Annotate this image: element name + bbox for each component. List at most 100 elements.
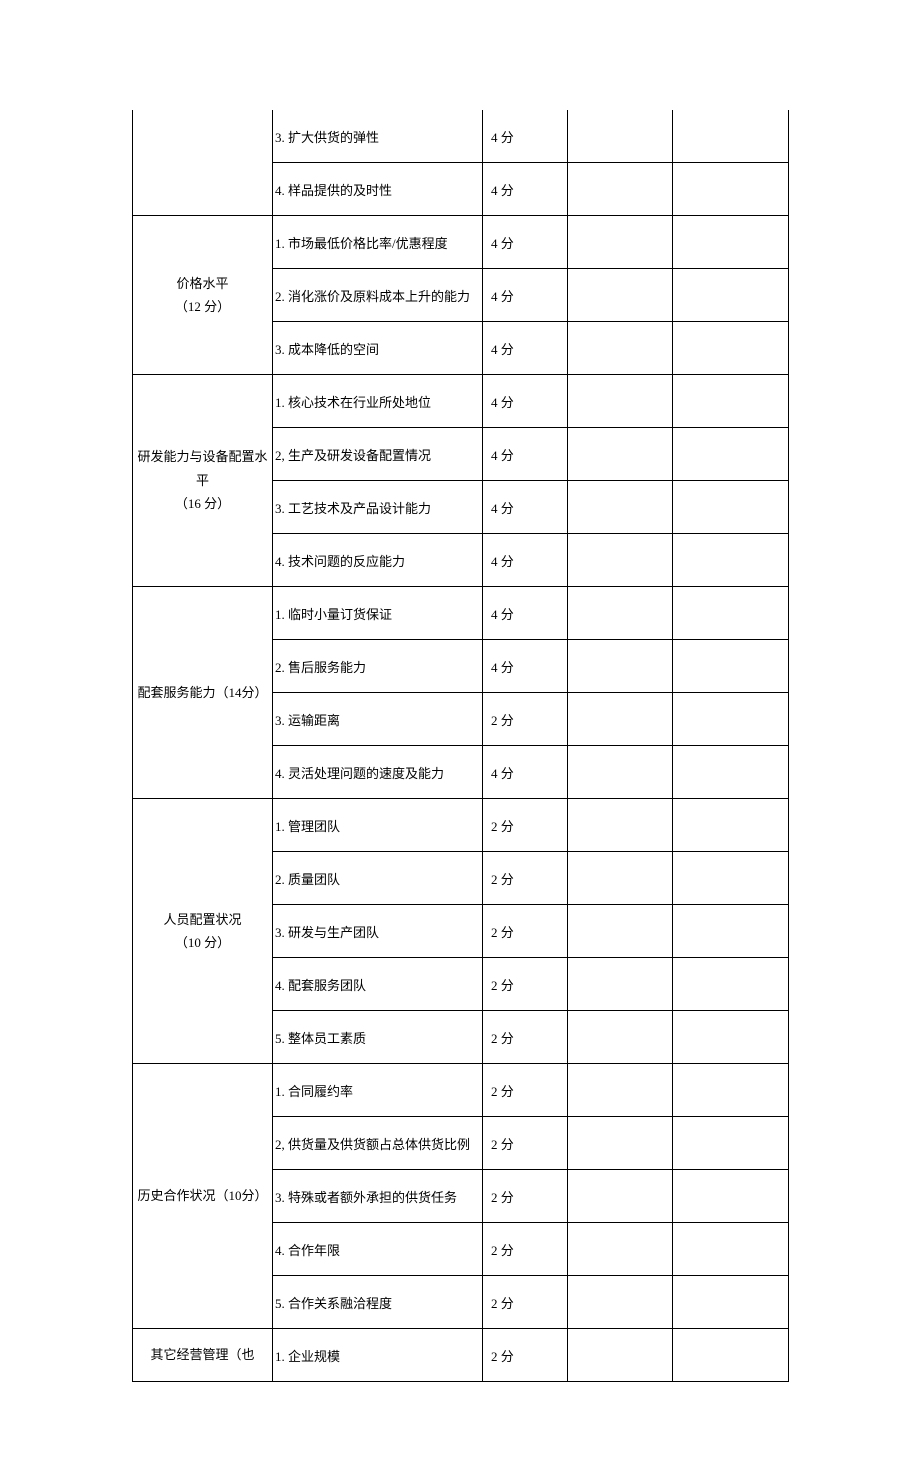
- document-page: 3. 扩大供货的弹性 4 分 4. 样品提供的及时性 4 分 价格水平 （12 …: [0, 0, 920, 1462]
- blank-cell: [673, 799, 789, 852]
- score-text: 2 分: [491, 925, 514, 940]
- item-cell: 1. 管理团队: [273, 799, 483, 852]
- item-text: 1. 核心技术在行业所处地位: [275, 395, 431, 410]
- blank-cell: [673, 1276, 789, 1329]
- blank-cell: [673, 269, 789, 322]
- score-cell: 2 分: [483, 958, 568, 1011]
- score-text: 4 分: [491, 289, 514, 304]
- blank-cell: [568, 640, 673, 693]
- item-cell: 4. 合作年限: [273, 1223, 483, 1276]
- blank-cell: [673, 1011, 789, 1064]
- blank-cell: [568, 375, 673, 428]
- score-cell: 2 分: [483, 1223, 568, 1276]
- table-row: 价格水平 （12 分） 1. 市场最低价格比率/优惠程度 4 分: [133, 216, 789, 269]
- evaluation-table: 3. 扩大供货的弹性 4 分 4. 样品提供的及时性 4 分 价格水平 （12 …: [132, 110, 789, 1382]
- item-cell: 3. 扩大供货的弹性: [273, 110, 483, 163]
- score-cell: 2 分: [483, 1117, 568, 1170]
- blank-cell: [673, 534, 789, 587]
- item-cell: 4. 技术问题的反应能力: [273, 534, 483, 587]
- blank-cell: [568, 746, 673, 799]
- item-text: 1. 企业规模: [275, 1349, 340, 1364]
- score-text: 2 分: [491, 1084, 514, 1099]
- item-text: 1. 合同履约率: [275, 1084, 353, 1099]
- item-cell: 4. 样品提供的及时性: [273, 163, 483, 216]
- score-cell: 2 分: [483, 1064, 568, 1117]
- category-text: 价格水平 （12 分）: [175, 272, 230, 319]
- item-cell: 2. 售后服务能力: [273, 640, 483, 693]
- blank-cell: [673, 163, 789, 216]
- score-cell: 4 分: [483, 428, 568, 481]
- score-text: 2 分: [491, 713, 514, 728]
- score-text: 4 分: [491, 607, 514, 622]
- table-row: 配套服务能力（14分） 1. 临时小量订货保证 4 分: [133, 587, 789, 640]
- blank-cell: [568, 163, 673, 216]
- item-text: 4. 合作年限: [275, 1243, 340, 1258]
- score-cell: 2 分: [483, 905, 568, 958]
- blank-cell: [673, 1064, 789, 1117]
- table-row: 3. 扩大供货的弹性 4 分: [133, 110, 789, 163]
- score-text: 2 分: [491, 1137, 514, 1152]
- item-text: 4. 技术问题的反应能力: [275, 554, 405, 569]
- score-text: 4 分: [491, 448, 514, 463]
- blank-cell: [568, 587, 673, 640]
- blank-cell: [568, 905, 673, 958]
- score-text: 2 分: [491, 1031, 514, 1046]
- item-text: 3. 成本降低的空间: [275, 342, 379, 357]
- blank-cell: [673, 1117, 789, 1170]
- item-text: 3. 运输距离: [275, 713, 340, 728]
- score-text: 4 分: [491, 766, 514, 781]
- score-cell: 2 分: [483, 1011, 568, 1064]
- score-cell: 2 分: [483, 852, 568, 905]
- item-cell: 3. 特殊或者额外承担的供货任务: [273, 1170, 483, 1223]
- item-cell: 2, 供货量及供货额占总体供货比例: [273, 1117, 483, 1170]
- blank-cell: [673, 1170, 789, 1223]
- category-text: 其它经营管理（也: [150, 1347, 254, 1362]
- score-text: 2 分: [491, 1243, 514, 1258]
- blank-cell: [568, 322, 673, 375]
- item-cell: 5. 整体员工素质: [273, 1011, 483, 1064]
- blank-cell: [568, 1117, 673, 1170]
- item-text: 2, 供货量及供货额占总体供货比例: [275, 1137, 470, 1152]
- blank-cell: [568, 1276, 673, 1329]
- blank-cell: [568, 216, 673, 269]
- item-cell: 3. 研发与生产团队: [273, 905, 483, 958]
- item-text: 4. 样品提供的及时性: [275, 183, 392, 198]
- blank-cell: [673, 640, 789, 693]
- blank-cell: [568, 1329, 673, 1382]
- item-cell: 1. 合同履约率: [273, 1064, 483, 1117]
- score-text: 2 分: [491, 1349, 514, 1364]
- item-text: 3. 工艺技术及产品设计能力: [275, 501, 431, 516]
- blank-cell: [673, 375, 789, 428]
- score-cell: 4 分: [483, 269, 568, 322]
- item-cell: 3. 工艺技术及产品设计能力: [273, 481, 483, 534]
- blank-cell: [673, 428, 789, 481]
- score-text: 2 分: [491, 819, 514, 834]
- item-cell: 2. 消化涨价及原料成本上升的能力: [273, 269, 483, 322]
- score-cell: 4 分: [483, 534, 568, 587]
- score-cell: 4 分: [483, 322, 568, 375]
- item-text: 5. 整体员工素质: [275, 1031, 366, 1046]
- score-cell: 2 分: [483, 1329, 568, 1382]
- blank-cell: [673, 958, 789, 1011]
- score-cell: 2 分: [483, 1170, 568, 1223]
- item-text: 1. 管理团队: [275, 819, 340, 834]
- score-cell: 2 分: [483, 1276, 568, 1329]
- blank-cell: [568, 269, 673, 322]
- category-cell: 其它经营管理（也: [133, 1329, 273, 1382]
- item-cell: 2, 生产及研发设备配置情况: [273, 428, 483, 481]
- table-row: 历史合作状况（10分） 1. 合同履约率 2 分: [133, 1064, 789, 1117]
- item-cell: 2. 质量团队: [273, 852, 483, 905]
- blank-cell: [568, 1170, 673, 1223]
- score-cell: 4 分: [483, 481, 568, 534]
- table-row: 其它经营管理（也 1. 企业规模 2 分: [133, 1329, 789, 1382]
- item-text: 3. 扩大供货的弹性: [275, 130, 379, 145]
- item-cell: 4. 灵活处理问题的速度及能力: [273, 746, 483, 799]
- score-cell: 2 分: [483, 693, 568, 746]
- score-text: 2 分: [491, 978, 514, 993]
- score-text: 2 分: [491, 1296, 514, 1311]
- item-text: 2. 售后服务能力: [275, 660, 366, 675]
- blank-cell: [673, 1223, 789, 1276]
- score-text: 2 分: [491, 1190, 514, 1205]
- category-text: 人员配置状况 （10 分）: [163, 908, 241, 955]
- blank-cell: [673, 746, 789, 799]
